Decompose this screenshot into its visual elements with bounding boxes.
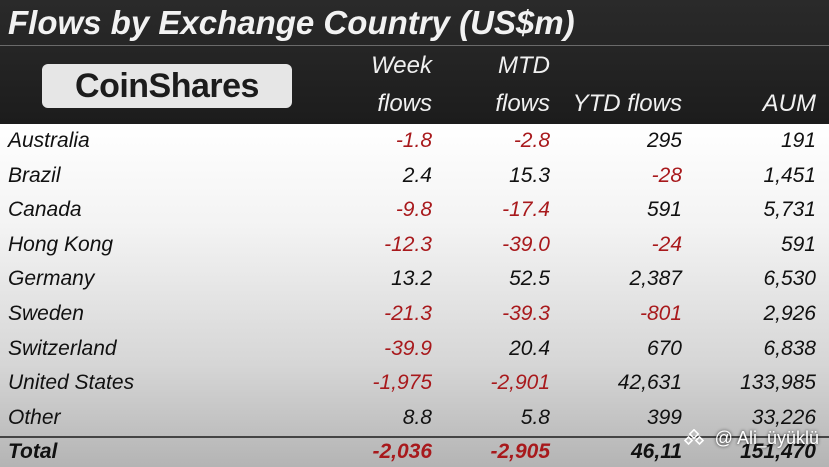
mtd-cell: -17.4 [502,198,550,222]
table-header: Flows by Exchange Country (US$m) CoinSha… [0,0,829,124]
week-cell: -39.9 [384,336,432,360]
country-cell: Australia [8,129,90,152]
table-row: Other 8.8 5.8 399 33,226 [0,401,829,436]
ytd-cell: 2,387 [629,267,682,291]
mtd-cell: 5.8 [520,405,550,429]
mtd-cell: 52.5 [509,267,550,291]
mtd-cell: -39.0 [502,232,550,256]
mtd-cell: -2,901 [490,371,550,395]
country-cell: Other [8,405,61,429]
table-row: Hong Kong -12.3 -39.0 -24 591 [0,228,829,263]
total-label: Total [8,440,58,464]
ytd-cell: 46,11 [631,440,682,464]
column-header-aum: AUM [762,90,816,117]
week-cell: 13.2 [391,267,432,291]
ytd-cell: 399 [646,405,682,429]
aum-cell: 191 [780,129,816,152]
week-cell: -21.3 [384,302,432,325]
mtd-cell: 15.3 [509,163,550,187]
aum-cell: 2,926 [763,302,816,325]
table-row: Canada -9.8 -17.4 591 5,731 [0,193,829,228]
total-row: Total -2,036 -2,905 46,11 151,470 [0,435,829,467]
week-cell: -1.8 [395,129,432,152]
week-cell: -9.8 [395,198,432,222]
aum-cell: 33,226 [751,405,816,429]
country-cell: Germany [8,267,95,291]
watermark: @ Ali_üyüklü [683,428,819,449]
mtd-cell: -2.8 [513,129,550,152]
country-cell: Switzerland [8,336,117,360]
mtd-cell: -2,905 [490,440,550,464]
watermark-text: @ Ali_üyüklü [714,428,819,448]
total-divider [0,435,829,438]
table-body: Australia -1.8 -2.8 295 191 Brazil 2.4 15.3 -28 1… [0,124,829,467]
country-cell: Hong Kong [8,232,114,256]
week-cell: -12.3 [384,232,432,256]
aum-cell: 133,985 [740,371,816,395]
table-row: Germany 13.2 52.5 2,387 6,530 [0,262,829,297]
country-cell: Sweden [8,302,84,325]
ytd-cell: 295 [646,129,682,152]
ytd-cell: 670 [646,336,682,360]
aum-cell: 151,470 [740,440,816,464]
table-row: Sweden -21.3 -39.3 -801 2,926 [0,297,829,332]
ytd-cell: 591 [646,198,682,222]
country-cell: United States [8,371,135,395]
aum-cell: 591 [780,232,816,256]
aum-cell: 6,530 [763,267,816,291]
week-cell: -1,975 [372,371,432,395]
aum-cell: 1,451 [763,163,816,187]
country-cell: Canada [8,198,82,222]
column-header-ytd: YTD flows [572,90,682,117]
aum-cell: 6,838 [763,336,816,360]
mtd-cell: 20.4 [509,336,550,360]
table-row: Brazil 2.4 15.3 -28 1,451 [0,159,829,194]
ytd-cell: 42,631 [617,371,682,395]
coinshares-logo: CoinShares [42,64,292,108]
column-header-week-line-2: flows [377,90,432,117]
aum-cell: 5,731 [763,198,816,222]
table-row: Australia -1.8 -2.8 295 191 [0,124,829,159]
logo-wordmark: CoinShares [75,67,259,105]
ytd-cell: -28 [651,163,682,187]
column-header-mtd-line-1: MTD [498,52,550,79]
country-cell: Brazil [8,163,61,187]
table-row: Switzerland -39.9 20.4 670 6,838 [0,332,829,367]
column-header-week-line-1: Week [371,52,432,79]
chart-title: Flows by Exchange Country (US$m) [8,4,575,41]
week-cell: 8.8 [402,405,432,429]
table-row: United States -1,975 -2,901 42,631 133,985 [0,366,829,401]
title-divider [0,45,829,46]
week-cell: 2.4 [402,163,432,187]
week-cell: -2,036 [372,440,432,464]
column-header-mtd-line-2: flows [495,90,550,117]
mtd-cell: -39.3 [502,302,550,325]
binance-square-icon [683,429,704,446]
ytd-cell: -801 [639,302,682,325]
ytd-cell: -24 [651,232,682,256]
